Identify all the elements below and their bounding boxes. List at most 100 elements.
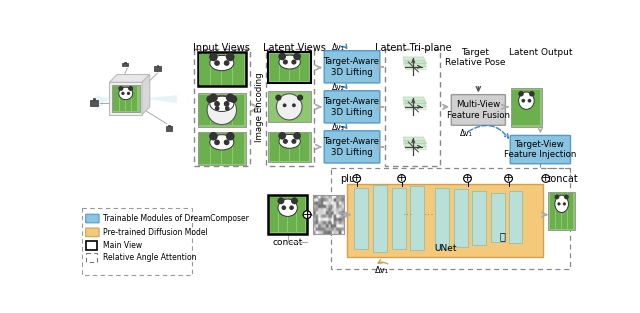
Circle shape: [554, 194, 559, 199]
Bar: [86, 241, 97, 250]
Text: Target
Relative Pose: Target Relative Pose: [445, 48, 506, 67]
Polygon shape: [403, 103, 427, 110]
Bar: [266, 49, 314, 166]
Text: Latent Output: Latent Output: [509, 48, 573, 57]
Text: Multi-View
Feature Fusion: Multi-View Feature Fusion: [447, 100, 510, 120]
FancyBboxPatch shape: [451, 95, 506, 125]
Bar: [331, 168, 570, 269]
Circle shape: [209, 53, 218, 61]
Circle shape: [275, 95, 282, 101]
Bar: [410, 186, 424, 250]
Bar: [222, 95, 232, 125]
Bar: [562, 193, 567, 228]
Bar: [211, 54, 221, 85]
Circle shape: [353, 175, 360, 182]
Bar: [548, 192, 575, 230]
Bar: [511, 88, 542, 127]
Circle shape: [127, 92, 130, 95]
Circle shape: [557, 202, 561, 206]
Bar: [270, 133, 279, 161]
Bar: [385, 49, 440, 166]
Polygon shape: [403, 97, 427, 104]
Text: Latent Tri-plane: Latent Tri-plane: [375, 43, 452, 53]
Bar: [211, 95, 221, 125]
Circle shape: [226, 53, 234, 61]
Circle shape: [209, 132, 218, 141]
Bar: [527, 90, 532, 125]
Bar: [199, 95, 210, 125]
Bar: [520, 90, 525, 125]
Circle shape: [206, 95, 214, 103]
Text: Trainable Modules of DreamComposer: Trainable Modules of DreamComposer: [103, 214, 249, 223]
Text: ···: ···: [423, 210, 434, 220]
Bar: [86, 253, 97, 262]
Text: Input Views: Input Views: [193, 43, 250, 53]
Circle shape: [282, 205, 286, 210]
Circle shape: [214, 101, 220, 107]
Circle shape: [529, 91, 534, 96]
Text: Δv₂: Δv₂: [332, 83, 345, 92]
Circle shape: [128, 86, 133, 91]
Circle shape: [277, 197, 284, 204]
Bar: [288, 197, 296, 232]
Circle shape: [297, 95, 303, 101]
Bar: [198, 93, 246, 127]
Text: Relative Angle Attention: Relative Angle Attention: [103, 253, 196, 262]
Bar: [296, 197, 305, 232]
Ellipse shape: [279, 134, 300, 148]
Bar: [550, 193, 555, 228]
Circle shape: [214, 60, 220, 66]
Ellipse shape: [207, 95, 237, 125]
Bar: [122, 63, 127, 66]
Bar: [568, 193, 573, 228]
Bar: [533, 90, 540, 125]
Circle shape: [564, 194, 569, 199]
Circle shape: [291, 139, 296, 144]
Circle shape: [303, 211, 311, 218]
Bar: [198, 93, 246, 127]
Circle shape: [505, 175, 513, 182]
FancyBboxPatch shape: [86, 228, 99, 237]
Text: +: +: [302, 210, 312, 220]
Bar: [290, 133, 299, 161]
Bar: [435, 188, 449, 249]
Circle shape: [225, 106, 230, 111]
Text: concat: concat: [545, 174, 578, 184]
Bar: [93, 98, 95, 100]
Circle shape: [522, 99, 525, 103]
Bar: [279, 197, 287, 232]
Circle shape: [121, 92, 125, 95]
Bar: [168, 125, 170, 126]
Bar: [198, 52, 246, 86]
Ellipse shape: [279, 55, 300, 69]
Ellipse shape: [276, 94, 302, 120]
Polygon shape: [109, 74, 150, 82]
Circle shape: [278, 132, 286, 140]
Text: +: +: [463, 173, 472, 183]
Bar: [290, 54, 299, 81]
Circle shape: [283, 59, 288, 64]
Circle shape: [303, 211, 311, 218]
Bar: [268, 195, 307, 234]
FancyBboxPatch shape: [324, 131, 380, 163]
Text: Target-Aware
3D Lifting: Target-Aware 3D Lifting: [324, 57, 380, 76]
Bar: [509, 191, 522, 243]
Bar: [348, 184, 543, 257]
Circle shape: [463, 175, 472, 182]
Bar: [556, 193, 561, 228]
Polygon shape: [95, 95, 109, 111]
Bar: [454, 189, 467, 247]
Circle shape: [292, 103, 296, 107]
Circle shape: [215, 106, 220, 111]
Ellipse shape: [210, 96, 234, 111]
Ellipse shape: [278, 199, 298, 216]
Bar: [199, 133, 210, 164]
Bar: [472, 191, 486, 245]
Circle shape: [518, 91, 524, 96]
Text: Δv₃: Δv₃: [332, 123, 345, 132]
Bar: [222, 133, 232, 164]
Circle shape: [397, 175, 406, 182]
Ellipse shape: [210, 135, 234, 150]
Bar: [280, 133, 289, 161]
Bar: [300, 133, 308, 161]
